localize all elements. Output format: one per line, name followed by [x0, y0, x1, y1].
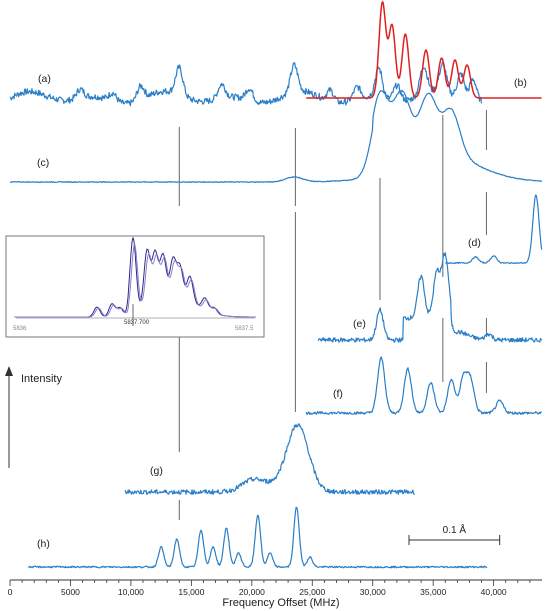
trace-label: (f) [333, 388, 343, 400]
inset-marker-label: 5837.700 [124, 320, 150, 326]
inset-panel: 5836 5837.5 5837.700 [5, 235, 265, 338]
trace-a [9, 61, 483, 107]
trace-label: (e) [353, 318, 366, 330]
inset-spectrum [14, 244, 256, 318]
x-tick-label: 30,000 [360, 587, 386, 597]
trace-b [306, 1, 542, 99]
x-tick-label: 0 [8, 587, 13, 597]
trace-c [9, 89, 543, 183]
scale-bar: 0.1 Å [408, 523, 501, 545]
trace-label: (g) [150, 465, 163, 477]
inset-curves [14, 237, 256, 318]
inset-tick-label: 5836 [13, 326, 27, 332]
trace-h [28, 506, 488, 569]
x-tick-label: 20,000 [239, 587, 265, 597]
x-tick-label: 25,000 [299, 587, 325, 597]
spectra-traces [9, 1, 543, 569]
trace-label: (a) [38, 73, 51, 85]
y-axis-label: Intensity [21, 373, 62, 385]
trace-label: (c) [37, 157, 49, 169]
x-axis-label: Frequency Offset (MHz) [222, 597, 339, 609]
x-tick-label: 10,000 [118, 587, 144, 597]
trace-d [445, 194, 543, 265]
trace-g [124, 423, 416, 495]
trace-e [317, 252, 543, 343]
x-tick-label: 35,000 [420, 587, 446, 597]
trace-label: (d) [468, 237, 481, 249]
trace-label: (b) [514, 77, 527, 89]
inset-tick-label: 5837.5 [235, 326, 254, 332]
trace-label: (h) [37, 538, 50, 550]
intensity-arrow [5, 366, 13, 468]
x-tick-label: 15,000 [178, 587, 204, 597]
scale-bar-label: 0.1 Å [443, 523, 467, 536]
x-tick-label: 40,000 [481, 587, 507, 597]
trace-f [305, 356, 542, 415]
x-tick-label: 5000 [61, 587, 80, 597]
x-axis: 0 5000 10,000 15,000 20,000 25,000 30,000 35,00… [8, 579, 542, 597]
trace-labels: (a) (b) (c) (d) (e) (f) (g) (h) [37, 73, 527, 550]
